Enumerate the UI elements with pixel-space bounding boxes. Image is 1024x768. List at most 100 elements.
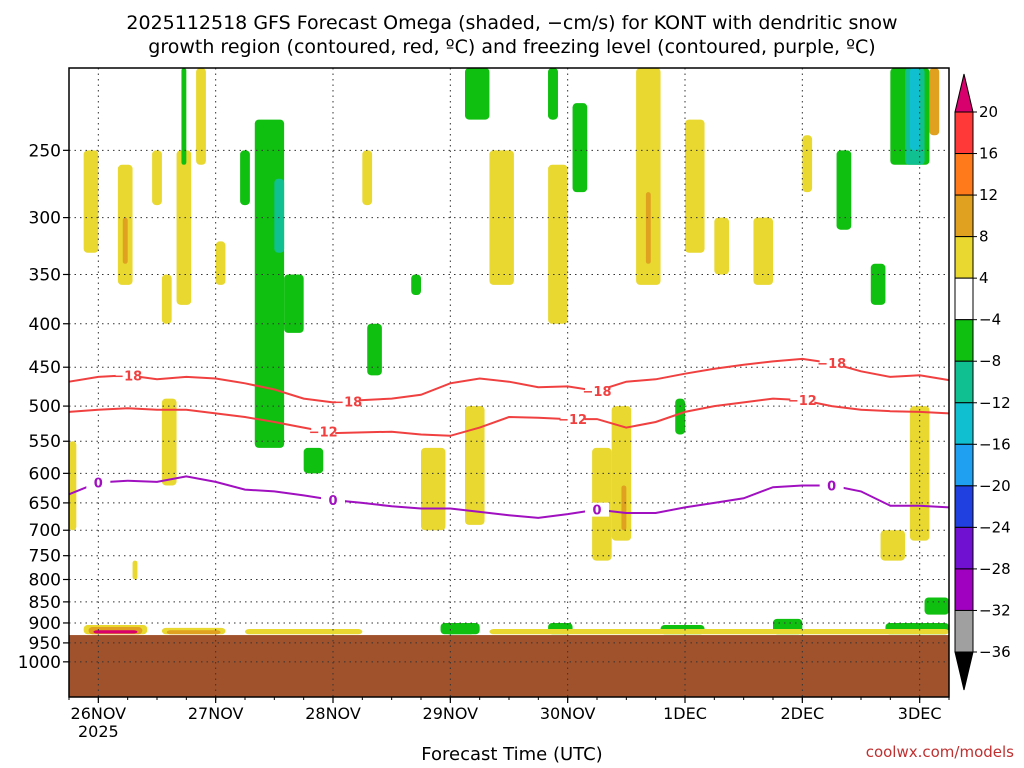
omega-region-38 [836, 150, 852, 230]
colorbar-label-1: 16 [979, 145, 998, 163]
colorbar-segment-2 [954, 194, 974, 238]
omega-region-13 [254, 119, 285, 448]
omega-region-42 [909, 68, 920, 151]
colorbar-top-arrow [954, 73, 974, 113]
omega-region-14 [284, 274, 304, 333]
x-tick-label-2: 28NOV [305, 704, 361, 723]
colorbar-segment-1 [954, 153, 974, 196]
omega-region-23 [489, 150, 514, 285]
contour-label-bg-1-1 [560, 412, 585, 427]
omega-region-37 [802, 135, 813, 193]
colorbar-segment-5 [954, 319, 974, 362]
omega-region-34 [685, 119, 705, 253]
contour-label-2-2: 0 [592, 504, 601, 519]
y-tick-label-2: 350 [29, 265, 61, 285]
y-tick-label-12: 850 [29, 593, 61, 613]
y-tick-label-9: 700 [29, 521, 61, 541]
x-tick-label-5: 1DEC [663, 704, 707, 723]
colorbar-label-4: 4 [979, 269, 989, 287]
colorbar-segment-0 [954, 111, 974, 155]
contour-label-2-3: 0 [827, 479, 836, 494]
colorbar-label-8: −16 [979, 435, 1011, 453]
y-axis: 2503003504004505005506006507007508008509… [18, 141, 69, 673]
chart-title-line1: 2025112518 GFS Forecast Omega (shaded, −… [126, 12, 898, 34]
colorbar-segment-8 [954, 443, 974, 487]
y-tick-label-15: 1000 [18, 653, 61, 673]
y-tick-label-6: 550 [29, 432, 61, 452]
omega-region-58 [245, 629, 363, 635]
omega-region-53 [445, 627, 475, 635]
colorbar-segment-10 [954, 526, 974, 570]
colorbar-segment-3 [954, 236, 974, 279]
contour-label-bg-2-0 [86, 475, 111, 490]
colorbar-label-10: −24 [979, 518, 1011, 536]
omega-region-27 [572, 103, 588, 193]
contour-line-0 [68, 357, 950, 404]
y-tick-label-14: 950 [29, 634, 61, 654]
omega-region-59 [489, 629, 949, 635]
omega-region-7 [176, 150, 192, 305]
omega-region-11 [181, 68, 187, 165]
omega-region-18 [367, 323, 382, 376]
omega-region-17 [362, 150, 373, 206]
x-tick-label-7: 3DEC [898, 704, 942, 723]
colorbar-label-5: −4 [979, 311, 1001, 329]
omega-region-9 [215, 241, 226, 285]
omega-region-49 [93, 630, 138, 634]
omega-region-26 [548, 164, 568, 324]
contour-label-0-2: −18 [583, 385, 612, 400]
omega-region-10 [122, 217, 128, 264]
contour-label-2-0: 0 [94, 476, 103, 491]
omega-region-19 [411, 274, 421, 295]
omega-region-43 [929, 68, 940, 136]
y-tick-label-11: 800 [29, 571, 61, 591]
y-tick-label-13: 900 [29, 614, 61, 634]
omega-region-8 [196, 68, 206, 165]
omega-region-32 [645, 192, 651, 264]
omega-region-30 [621, 485, 627, 531]
contour-line-2 [68, 475, 950, 519]
colorbar-label-0: 20 [979, 103, 998, 121]
x-tick-sublabel-0: 2025 [78, 722, 119, 741]
omega-region-45 [909, 406, 930, 541]
y-tick-label-8: 650 [29, 494, 61, 514]
y-tick-label-7: 600 [29, 464, 61, 484]
contour-label-bg-0-1 [335, 394, 360, 409]
omega-region-1 [83, 150, 99, 253]
colorbar-label-3: 8 [979, 228, 989, 246]
omega-region-6 [161, 398, 177, 486]
contour-label-bg-1-0 [311, 424, 336, 439]
y-tick-label-4: 450 [29, 358, 61, 378]
colorbar-segment-6 [954, 360, 974, 404]
y-tick-label-10: 750 [29, 547, 61, 567]
omega-region-21 [465, 406, 485, 525]
below-ground-fill [69, 635, 949, 697]
omega-region-46 [924, 597, 949, 615]
x-tick-label-0: 26NOV [71, 704, 127, 723]
y-tick-label-3: 400 [29, 315, 61, 335]
contour-label-0-3: −18 [817, 357, 846, 372]
colorbar: 20 16 12 8 4 −4 −8 −12 −16 −20 −24 −28 −32 −36 [954, 73, 1011, 691]
colorbar-segment-11 [954, 568, 974, 611]
omega-region-35 [714, 217, 729, 275]
grid-layer [69, 68, 949, 697]
x-tick-label-1: 27NOV [188, 704, 244, 723]
contour-label-bg-1-2 [790, 393, 815, 408]
y-tick-label-0: 250 [29, 141, 61, 161]
colorbar-label-13: −36 [979, 643, 1011, 661]
contour-label-0-1: −18 [333, 395, 362, 410]
contour-label-1-2: −12 [788, 394, 817, 409]
colorbar-label-12: −32 [979, 601, 1011, 619]
x-tick-label-3: 29NOV [423, 704, 479, 723]
contour-label-1-0: −12 [309, 425, 338, 440]
contour-label-bg-2-2 [585, 502, 609, 517]
y-tick-label-5: 500 [29, 397, 61, 417]
contour-label-bg-0-3 [819, 356, 844, 371]
colorbar-bottom-arrow [954, 651, 974, 691]
y-tick-label-1: 300 [29, 209, 61, 229]
colorbar-segment-12 [954, 609, 974, 653]
omega-region-31 [636, 68, 661, 285]
omega-region-22 [465, 68, 490, 120]
